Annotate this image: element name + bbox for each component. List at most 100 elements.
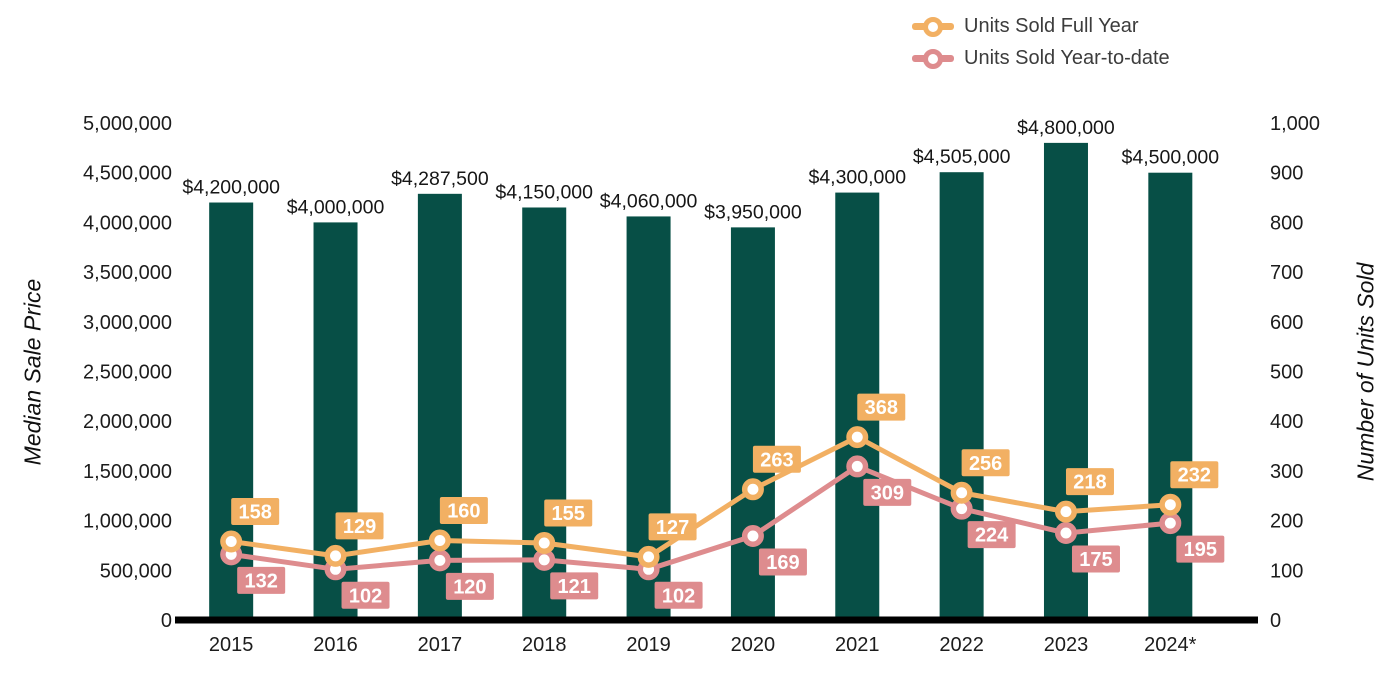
marker-units-sold-full-year-2019 [637, 545, 660, 568]
legend: Units Sold Full Year Units Sold Year-to-… [912, 14, 1170, 71]
bar-value-label-2023: $4,800,000 [1017, 117, 1115, 139]
x-axis-label-2016: 2016 [313, 634, 358, 656]
data-label-units-sold-year-to-date-2018: 121 [558, 576, 591, 598]
data-label-box-units-sold-full-year-2023 [1065, 468, 1114, 496]
left-axis-tick-label: 4,500,000 [83, 163, 172, 185]
legend-label-ytd: Units Sold Year-to-date [964, 47, 1170, 69]
data-label-box-units-sold-year-to-date-2019 [654, 581, 703, 609]
data-label-box-units-sold-full-year-2019 [648, 513, 697, 541]
left-axis-tick-label: 1,000,000 [83, 511, 172, 533]
marker-units-sold-full-year-2021 [846, 426, 869, 449]
data-label-box-units-sold-year-to-date-2015 [237, 566, 286, 594]
x-axis-label-2020: 2020 [731, 634, 776, 656]
right-axis-tick-label: 600 [1270, 312, 1303, 334]
legend-label-full-year: Units Sold Full Year [964, 15, 1139, 37]
data-label-box-units-sold-year-to-date-2021 [863, 478, 912, 506]
data-label-units-sold-year-to-date-2020: 169 [766, 552, 799, 574]
data-label-units-sold-year-to-date-2017: 120 [453, 576, 486, 598]
left-axis-tick-label: 3,000,000 [83, 312, 172, 334]
data-label-box-units-sold-full-year-2020 [752, 445, 801, 473]
bar-value-label-2020: $3,950,000 [704, 201, 802, 223]
data-label-box-units-sold-full-year-2018 [544, 499, 593, 527]
left-axis-tick-label: 0 [161, 610, 172, 632]
data-label-box-units-sold-full-year-2016 [335, 512, 384, 540]
marker-units-sold-full-year-2015 [220, 530, 243, 553]
data-label-box-units-sold-full-year-2021 [857, 393, 906, 421]
left-axis-tick-label: 5,000,000 [83, 113, 172, 135]
data-label-units-sold-year-to-date-2016: 102 [349, 585, 382, 607]
x-axis-line [175, 616, 1258, 624]
right-axis-tick-label: 1,000 [1270, 113, 1320, 135]
data-label-units-sold-full-year-2015: 158 [238, 501, 271, 523]
right-axis-tick-label: 200 [1270, 511, 1303, 533]
bar-value-label-2018: $4,150,000 [495, 181, 593, 203]
bar-value-label-2022: $4,505,000 [913, 146, 1011, 168]
bar-value-label-2016: $4,000,000 [287, 196, 385, 218]
data-label-box-units-sold-full-year-2022 [961, 449, 1010, 477]
marker-units-sold-full-year-2020 [741, 478, 764, 501]
left-axis-tick-label: 4,000,000 [83, 212, 172, 234]
marker-units-sold-year-to-date-2020 [741, 525, 764, 548]
data-label-units-sold-full-year-2021: 368 [865, 397, 898, 419]
data-label-units-sold-year-to-date-2024: 195 [1184, 539, 1217, 561]
data-label-box-units-sold-year-to-date-2016 [341, 581, 390, 609]
x-axis-label-2023: 2023 [1044, 634, 1089, 656]
marker-units-sold-full-year-2022 [950, 481, 973, 504]
donut-marker-icon [923, 16, 943, 37]
data-label-box-units-sold-full-year-2017 [439, 496, 488, 524]
left-axis-tick-label: 2,000,000 [83, 411, 172, 433]
x-axis-label-2022: 2022 [939, 634, 984, 656]
marker-units-sold-full-year-2017 [428, 529, 451, 552]
marker-units-sold-year-to-date-2024 [1159, 512, 1182, 535]
bar-value-label-2015: $4,200,000 [182, 177, 280, 199]
right-axis-tick-label: 900 [1270, 163, 1303, 185]
x-axis-label-2018: 2018 [522, 634, 567, 656]
marker-units-sold-year-to-date-2017 [428, 549, 451, 572]
marker-units-sold-full-year-2018 [533, 531, 556, 554]
data-label-units-sold-year-to-date-2023: 175 [1079, 549, 1112, 571]
full-year-line-marker-icon [912, 16, 954, 37]
right-axis-tick-label: 800 [1270, 212, 1303, 234]
right-axis-tick-label: 500 [1270, 362, 1303, 384]
data-label-box-units-sold-year-to-date-2020 [758, 548, 807, 576]
legend-item-ytd: Units Sold Year-to-date [912, 46, 1170, 71]
data-label-box-units-sold-year-to-date-2023 [1071, 545, 1120, 573]
data-label-box-units-sold-full-year-2024 [1170, 461, 1219, 489]
bar-value-label-2019: $4,060,000 [600, 190, 698, 212]
data-label-box-units-sold-year-to-date-2024 [1176, 535, 1225, 563]
right-axis-tick-label: 400 [1270, 411, 1303, 433]
marker-units-sold-year-to-date-2018 [533, 548, 556, 571]
data-label-units-sold-year-to-date-2022: 224 [975, 525, 1009, 547]
marker-units-sold-full-year-2024 [1159, 493, 1182, 516]
marker-units-sold-full-year-2023 [1054, 500, 1077, 523]
bar-value-label-2017: $4,287,500 [391, 168, 489, 190]
data-label-units-sold-full-year-2017: 160 [447, 500, 480, 522]
x-axis-label-2024: 2024* [1144, 634, 1196, 656]
left-axis-tick-label: 500,000 [100, 560, 172, 582]
data-label-units-sold-full-year-2024: 232 [1178, 465, 1211, 487]
left-axis-tick-label: 3,500,000 [83, 262, 172, 284]
left-axis-tick-label: 2,500,000 [83, 362, 172, 384]
x-axis-label-2021: 2021 [835, 634, 880, 656]
left-axis-tick-label: 1,500,000 [83, 461, 172, 483]
x-axis-label-2015: 2015 [209, 634, 254, 656]
data-label-units-sold-year-to-date-2019: 102 [662, 585, 695, 607]
marker-units-sold-full-year-2016 [324, 544, 347, 567]
ytd-line-marker-icon [912, 48, 954, 69]
bar-2022 [939, 172, 984, 620]
data-label-box-units-sold-full-year-2015 [231, 497, 280, 525]
data-label-box-units-sold-year-to-date-2017 [445, 572, 494, 600]
x-axis-label-2017: 2017 [418, 634, 463, 656]
right-axis-tick-label: 0 [1270, 610, 1281, 632]
right-axis-tick-label: 100 [1270, 560, 1303, 582]
data-label-units-sold-year-to-date-2021: 309 [871, 482, 904, 504]
data-label-units-sold-full-year-2016: 129 [343, 516, 376, 538]
legend-item-full-year: Units Sold Full Year [912, 14, 1170, 39]
line-units-sold-full-year [228, 434, 1173, 560]
x-axis-label-2019: 2019 [626, 634, 671, 656]
right-axis-tick-label: 300 [1270, 461, 1303, 483]
marker-units-sold-year-to-date-2023 [1054, 522, 1077, 545]
data-label-units-sold-full-year-2022: 256 [969, 453, 1002, 475]
